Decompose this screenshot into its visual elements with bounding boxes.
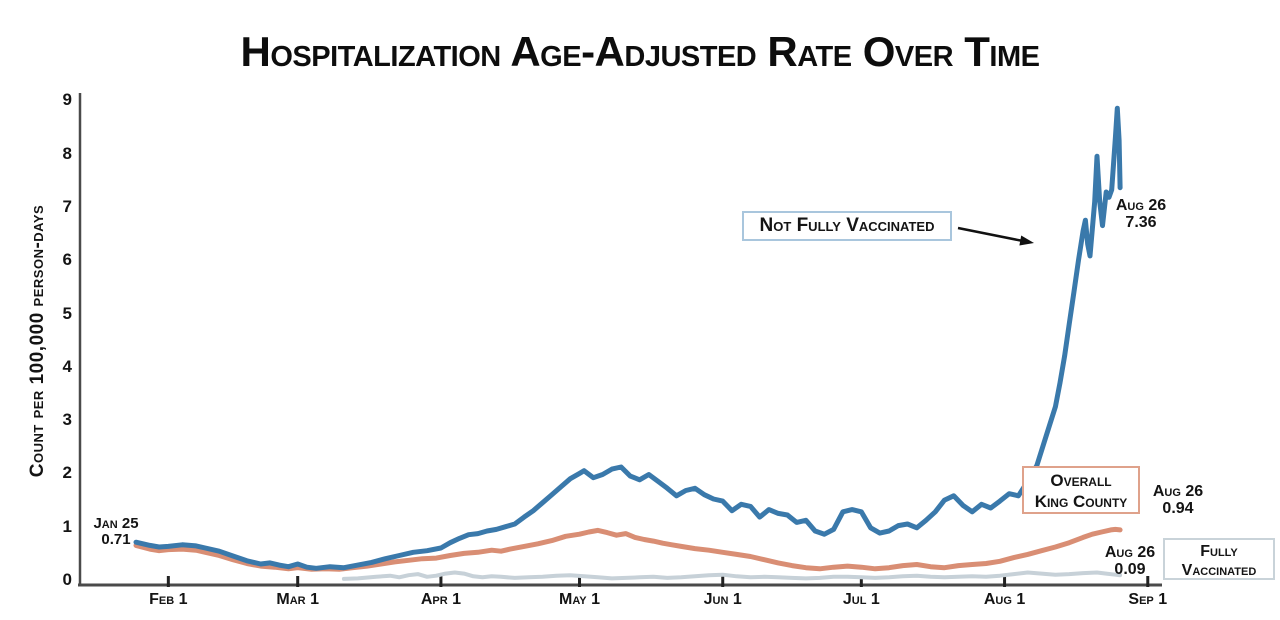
annotation-arrow (957, 226, 1034, 246)
x-tick-label: May 1 (559, 591, 600, 608)
y-tick-label: 1 (62, 516, 72, 536)
y-tick-label: 3 (62, 410, 72, 430)
overall-end-date: Aug 26 (1152, 483, 1204, 500)
y-tick-label: 4 (62, 356, 72, 376)
x-tick-label: Jun 1 (703, 591, 742, 608)
x-tick-label: Apr 1 (420, 591, 461, 608)
legend-label-not-fully-vaccinated: Not Fully Vaccinated (759, 215, 935, 236)
arrow-shaft (957, 226, 1024, 243)
series-line-overall-king-county (133, 526, 1123, 572)
fully-end-value: 0.09 (1114, 561, 1146, 578)
legend-label-fully-line1: Fully (1200, 543, 1238, 560)
not-fully-end-date: Aug 26 (1115, 197, 1167, 214)
y-tick-label: 9 (62, 90, 72, 110)
legend-label-overall-line2: King County (1034, 492, 1128, 511)
fully-end-date: Aug 26 (1104, 544, 1156, 561)
y-tick-label: 2 (62, 463, 72, 483)
fully-end-annotation: Aug 26 0.09 (1098, 544, 1162, 578)
series-line-not-fully-vaccinated (133, 105, 1123, 571)
legend-box-fully-vaccinated: Fully Vaccinated (1163, 538, 1275, 580)
not-fully-end-annotation: Aug 26 7.36 (1105, 197, 1177, 231)
y-tick-label: 0 (62, 570, 72, 589)
y-tick-label: 8 (62, 143, 72, 163)
x-tick-label: Aug 1 (983, 591, 1026, 608)
overall-end-value: 0.94 (1162, 500, 1194, 517)
start-annotation-value: 0.71 (101, 531, 131, 548)
y-tick-label: 6 (62, 250, 72, 270)
data-series-lines (133, 105, 1123, 581)
chart-title: Hospitalization Age-Adjusted Rate Over T… (240, 28, 1040, 75)
legend-box-not-fully-vaccinated: Not Fully Vaccinated (742, 211, 952, 241)
y-tick-label: 5 (62, 303, 72, 323)
x-tick-label: Feb 1 (149, 591, 188, 608)
overall-end-annotation: Aug 26 0.94 (1146, 483, 1210, 517)
start-annotation: Jan 25 0.71 (84, 516, 148, 548)
legend-label-fully-line2: Vaccinated (1181, 562, 1257, 579)
start-annotation-date: Jan 25 (93, 515, 139, 532)
series-line-fully-vaccinated (341, 570, 1123, 581)
legend-box-overall-king-county: Overall King County (1022, 466, 1140, 514)
x-tick-label: Mar 1 (276, 591, 319, 608)
legend-label-overall-line1: Overall (1050, 471, 1112, 490)
x-tick-label: Jul 1 (842, 591, 880, 608)
x-tick-label: Sep 1 (1128, 591, 1168, 608)
not-fully-end-value: 7.36 (1125, 214, 1157, 231)
y-tick-label: 7 (62, 196, 72, 216)
arrow-head-icon (1019, 235, 1034, 246)
